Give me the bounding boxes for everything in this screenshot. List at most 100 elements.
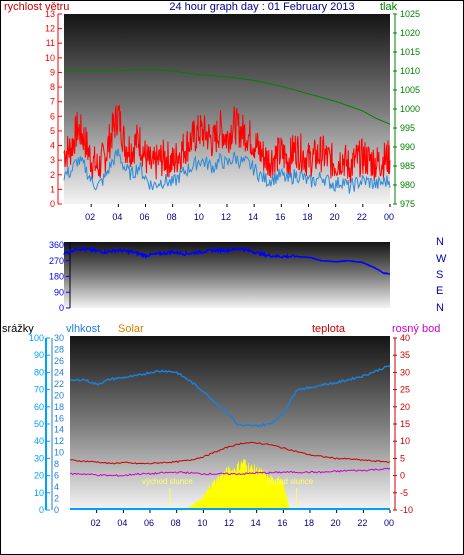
direction-tick-label: 0 bbox=[59, 303, 64, 313]
sunset-label: západ slunce bbox=[266, 477, 314, 486]
x-tick-label: 00 bbox=[384, 212, 394, 222]
climate-chart: 0102030405060708090100024681012141618202… bbox=[29, 333, 413, 528]
pressure-tick-label: 995 bbox=[400, 123, 415, 133]
temperature-tick-label: -5 bbox=[400, 488, 408, 498]
humidity-tick-label: 12 bbox=[54, 436, 64, 446]
compass-label: N bbox=[436, 302, 444, 314]
compass-label: E bbox=[436, 285, 443, 297]
wind-tick-label: 6 bbox=[50, 111, 55, 121]
temperature-tick-label: 15 bbox=[400, 419, 410, 429]
humidity-tick-label: 2 bbox=[54, 494, 59, 504]
rain-tick-label: 100 bbox=[29, 333, 44, 343]
x-tick-label: 22 bbox=[357, 518, 367, 528]
pressure-tick-label: 980 bbox=[400, 180, 415, 190]
direction-tick-label: 270 bbox=[49, 256, 64, 266]
rain-tick-label: 30 bbox=[34, 453, 44, 463]
humidity-tick-label: 20 bbox=[54, 390, 64, 400]
x-tick-label: 14 bbox=[248, 212, 258, 222]
x-tick-label: 02 bbox=[85, 212, 95, 222]
sunrise-label: východ slunce bbox=[142, 477, 193, 486]
x-tick-label: 14 bbox=[251, 518, 261, 528]
compass-label: S bbox=[436, 269, 443, 281]
temperature-tick-label: 0 bbox=[400, 471, 405, 481]
temperature-tick-label: 25 bbox=[400, 385, 410, 395]
pressure-series-line bbox=[64, 68, 391, 125]
rain-tick-label: 10 bbox=[34, 488, 44, 498]
pressure-tick-label: 975 bbox=[400, 199, 415, 209]
x-tick-label: 20 bbox=[330, 212, 340, 222]
legend-humidity: vlhkost bbox=[66, 323, 100, 335]
pressure-tick-label: 1005 bbox=[400, 85, 420, 95]
wind-tick-label: 12 bbox=[45, 24, 55, 34]
direction-tick-label: 360 bbox=[49, 240, 64, 250]
wind-tick-label: 0 bbox=[50, 199, 55, 209]
wind-tick-label: 1 bbox=[50, 184, 55, 194]
x-tick-label: 06 bbox=[144, 518, 154, 528]
temperature-tick-label: 30 bbox=[400, 367, 410, 377]
x-tick-label: 18 bbox=[304, 518, 314, 528]
legend-solar: Solar bbox=[118, 323, 144, 335]
legend-temperature: teplota bbox=[312, 323, 346, 335]
pressure-tick-label: 985 bbox=[400, 161, 415, 171]
wind-tick-label: 4 bbox=[50, 141, 55, 151]
wind-axis-title: rychlost větru bbox=[4, 1, 69, 13]
x-tick-label: 04 bbox=[117, 518, 127, 528]
x-tick-label: 12 bbox=[221, 212, 231, 222]
solar-area bbox=[176, 459, 291, 511]
rain-tick-label: 60 bbox=[34, 402, 44, 412]
rain-tick-label: 0 bbox=[39, 505, 44, 515]
temperature-tick-label: 5 bbox=[400, 453, 405, 463]
temperature-series-line bbox=[69, 441, 391, 465]
rain-tick-label: 70 bbox=[34, 385, 44, 395]
humidity-series-line bbox=[69, 364, 391, 428]
humidity-tick-label: 30 bbox=[54, 333, 64, 343]
humidity-tick-label: 28 bbox=[54, 344, 64, 354]
pressure-tick-label: 990 bbox=[400, 142, 415, 152]
wind-panel-bg bbox=[64, 14, 390, 204]
x-tick-label: 10 bbox=[194, 212, 204, 222]
x-tick-label: 02 bbox=[91, 518, 101, 528]
compass-label: N bbox=[436, 236, 444, 248]
humidity-tick-label: 26 bbox=[54, 356, 64, 366]
wind-tick-label: 9 bbox=[50, 67, 55, 77]
compass-label: W bbox=[436, 253, 447, 265]
humidity-tick-label: 18 bbox=[54, 402, 64, 412]
humidity-tick-label: 24 bbox=[54, 367, 64, 377]
rain-tick-label: 40 bbox=[34, 436, 44, 446]
wind-tick-label: 3 bbox=[50, 155, 55, 165]
wind-tick-label: 11 bbox=[46, 38, 55, 48]
x-tick-label: 16 bbox=[277, 518, 287, 528]
wind-tick-label: 13 bbox=[45, 9, 55, 19]
pressure-axis-title: tlak bbox=[380, 1, 398, 13]
wind-tick-label: 7 bbox=[50, 97, 55, 107]
x-tick-label: 04 bbox=[112, 212, 122, 222]
gust-series-line bbox=[63, 104, 391, 183]
x-tick-label: 20 bbox=[331, 518, 341, 528]
humidity-tick-label: 6 bbox=[54, 471, 59, 481]
x-tick-label: 06 bbox=[140, 212, 150, 222]
wind-tick-label: 8 bbox=[50, 82, 55, 92]
wind-tick-label: 2 bbox=[50, 170, 55, 180]
direction-tick-label: 180 bbox=[49, 272, 64, 282]
x-tick-label: 08 bbox=[167, 212, 177, 222]
humidity-tick-label: 0 bbox=[54, 505, 59, 515]
pressure-tick-label: 1015 bbox=[400, 47, 420, 57]
humidity-tick-label: 22 bbox=[54, 379, 64, 389]
humidity-tick-label: 4 bbox=[54, 482, 59, 492]
x-tick-label: 12 bbox=[224, 518, 234, 528]
x-tick-label: 00 bbox=[384, 518, 394, 528]
legend-dewpoint: rosný bod bbox=[392, 323, 440, 335]
rain-tick-label: 50 bbox=[34, 419, 44, 429]
direction-tick-label: 90 bbox=[54, 287, 64, 297]
wind-tick-label: 10 bbox=[45, 53, 55, 63]
wind-tick-label: 5 bbox=[50, 126, 55, 136]
rain-tick-label: 80 bbox=[34, 367, 44, 377]
pressure-tick-label: 1010 bbox=[400, 66, 420, 76]
direction-series-line bbox=[63, 246, 391, 275]
chart-title: 24 hour graph day : 01 February 2013 bbox=[169, 1, 354, 13]
temperature-tick-label: 10 bbox=[400, 436, 410, 446]
rain-tick-label: 90 bbox=[34, 350, 44, 360]
pressure-tick-label: 1020 bbox=[400, 28, 420, 38]
